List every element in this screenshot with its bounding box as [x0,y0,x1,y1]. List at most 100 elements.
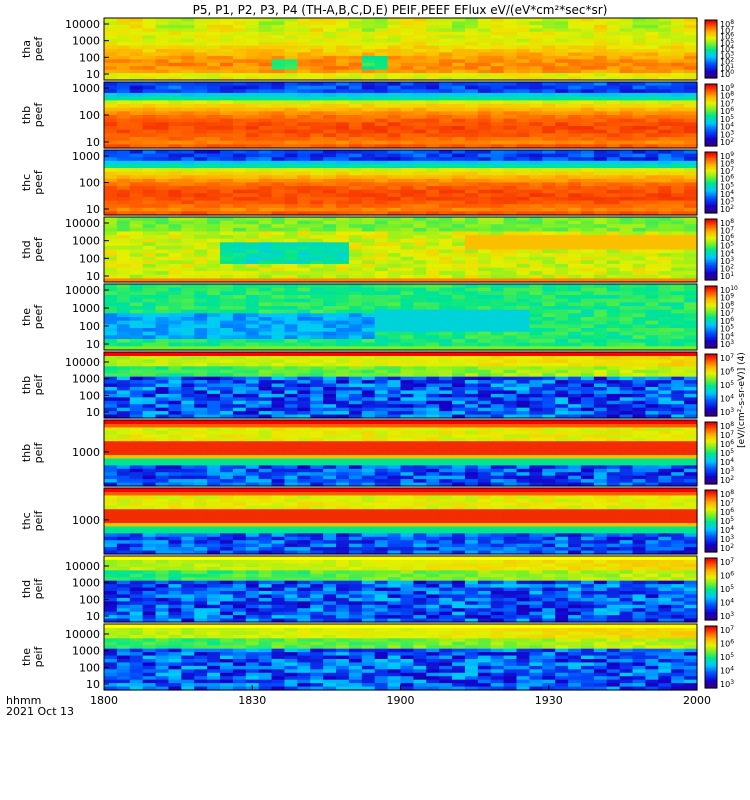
heatmap-cell [529,150,543,155]
heatmap-cell [413,171,427,176]
heatmap-cell [542,52,556,57]
heatmap-cell [580,168,595,173]
heatmap-cell [361,411,376,416]
heatmap-cell [284,400,298,405]
heatmap-cell [593,35,608,40]
heatmap-cell [310,362,324,367]
heatmap-cell [477,129,492,134]
heatmap-cell [464,126,479,131]
heatmap-cell [181,182,195,187]
heatmap-cell [555,89,569,94]
heatmap-cell [632,59,647,64]
heatmap-cell [336,320,350,325]
heatmap-cell [426,144,440,149]
heatmap-cell [464,35,479,40]
heatmap-cell [619,284,634,289]
heatmap-cell [555,76,569,81]
heatmap-cell [529,126,543,131]
heatmap-cell [426,271,440,276]
heatmap-cell [580,104,595,109]
heatmap-cell [258,18,273,23]
colorbar-cell [705,104,717,107]
heatmap-cell [580,242,595,247]
heatmap-cell [452,317,466,322]
heatmap-cell [297,317,311,322]
heatmap-cell [490,295,505,300]
heatmap-cell [632,140,647,145]
colorbar-cell [705,124,717,127]
heatmap-cell [400,18,414,23]
heatmap-cell [516,55,531,60]
heatmap-cell [580,82,595,87]
heatmap-cell [529,328,543,333]
heatmap-cell [464,93,479,98]
heatmap-cell [439,271,453,276]
heatmap-cell [181,45,195,50]
heatmap-cell [606,267,621,272]
heatmap-cell [374,186,389,191]
heatmap-cell [142,284,157,289]
heatmap-cell [490,331,505,336]
heatmap-cell [220,298,234,303]
heatmap-cell [155,267,170,272]
heatmap-cell [271,238,286,243]
heatmap-cell [542,42,556,47]
heatmap-cell [490,62,505,67]
heatmap-cell [374,302,389,307]
heatmap-cell [284,242,298,247]
heatmap-cell [297,390,311,395]
heatmap-cell [284,231,298,236]
heatmap-cell [245,397,260,402]
heatmap-cell [452,407,466,412]
heatmap-cell [336,387,350,392]
heatmap-cell [297,89,311,94]
heatmap-cell [245,393,260,398]
heatmap-cell [645,133,659,138]
heatmap-cell [284,129,298,134]
heatmap-cell [374,414,389,419]
heatmap-cell [361,38,376,43]
heatmap-cell [348,298,363,303]
heatmap-cell [503,309,518,314]
heatmap-cell [220,62,234,67]
heatmap-cell [104,331,118,336]
heatmap-cell [361,28,376,33]
heatmap-cell [129,18,144,23]
heatmap-cell [619,339,634,344]
heatmap-cell [632,76,647,81]
heatmap-cell [297,362,311,367]
heatmap-cell [439,400,453,405]
heatmap-cell [452,295,466,300]
heatmap-cell [439,62,453,67]
heatmap-cell [555,118,569,123]
heatmap-cell [426,411,440,416]
heatmap-cell [181,411,195,416]
heatmap-cell [297,217,311,222]
heatmap-cell [426,414,440,419]
heatmap-cell [413,339,427,344]
colorbar-cell [705,97,717,101]
heatmap-cell [142,366,157,371]
heatmap-cell [542,193,556,198]
heatmap-cell [348,126,363,131]
panel-thd-peef: 10000100010010thdpeef1081071061051041031… [20,216,734,283]
heatmap-cell [129,204,144,209]
heatmap-cell [348,122,363,127]
heatmap-cell [232,189,247,194]
heatmap-cell [439,82,453,87]
heatmap-cell [220,31,234,36]
heatmap-cell [516,295,531,300]
heatmap-cell [555,129,569,134]
heatmap-cell [336,400,350,405]
heatmap-cell [116,157,131,162]
heatmap-cell [232,24,247,29]
heatmap-cell [684,164,698,169]
heatmap-cell [606,189,621,194]
heatmap-cell [516,291,531,296]
heatmap-cell [606,284,621,289]
heatmap-cell [232,359,247,364]
heatmap-cell [529,200,543,205]
heatmap-cell [684,267,698,272]
heatmap-cell [194,284,208,289]
heatmap-cell [580,115,595,120]
